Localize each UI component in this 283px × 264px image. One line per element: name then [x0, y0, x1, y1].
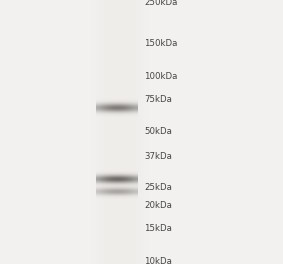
Text: 37kDa: 37kDa [144, 152, 172, 161]
Text: 25kDa: 25kDa [144, 183, 172, 192]
Text: 15kDa: 15kDa [144, 224, 172, 233]
Text: 10kDa: 10kDa [144, 257, 172, 264]
Text: 150kDa: 150kDa [144, 39, 178, 48]
Text: 75kDa: 75kDa [144, 95, 172, 104]
Text: 50kDa: 50kDa [144, 128, 172, 136]
Text: 250kDa: 250kDa [144, 0, 178, 7]
Text: 20kDa: 20kDa [144, 201, 172, 210]
Text: 100kDa: 100kDa [144, 72, 178, 81]
